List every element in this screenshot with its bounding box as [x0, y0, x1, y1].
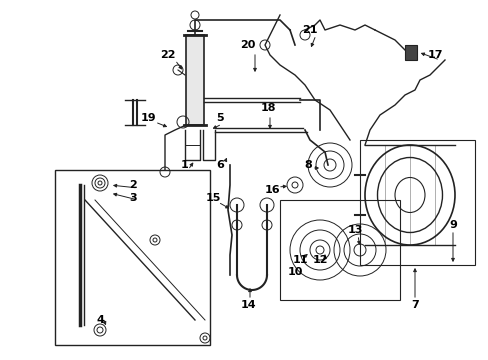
Text: 5: 5: [216, 113, 224, 123]
Text: 21: 21: [302, 25, 317, 35]
Text: 15: 15: [205, 193, 220, 203]
Text: 3: 3: [129, 193, 137, 203]
Bar: [359, 140, 474, 265]
Text: 20: 20: [240, 40, 255, 50]
Text: 19: 19: [140, 113, 156, 123]
Text: 16: 16: [264, 185, 279, 195]
Text: 17: 17: [427, 50, 442, 60]
Text: 9: 9: [448, 220, 456, 230]
Bar: [280, 200, 399, 300]
Text: 2: 2: [129, 180, 137, 190]
Bar: [185, 35, 203, 125]
Text: 14: 14: [240, 300, 255, 310]
Text: 1: 1: [181, 160, 188, 170]
Text: 4: 4: [96, 315, 104, 325]
Text: 22: 22: [160, 50, 175, 60]
Text: 6: 6: [216, 160, 224, 170]
Bar: [55, 170, 209, 345]
Text: 10: 10: [287, 267, 302, 277]
Text: 12: 12: [312, 255, 327, 265]
Text: 18: 18: [260, 103, 275, 113]
Text: 13: 13: [346, 225, 362, 235]
Text: 7: 7: [410, 300, 418, 310]
Bar: [404, 45, 416, 60]
Text: 8: 8: [304, 160, 311, 170]
Text: 11: 11: [292, 255, 307, 265]
